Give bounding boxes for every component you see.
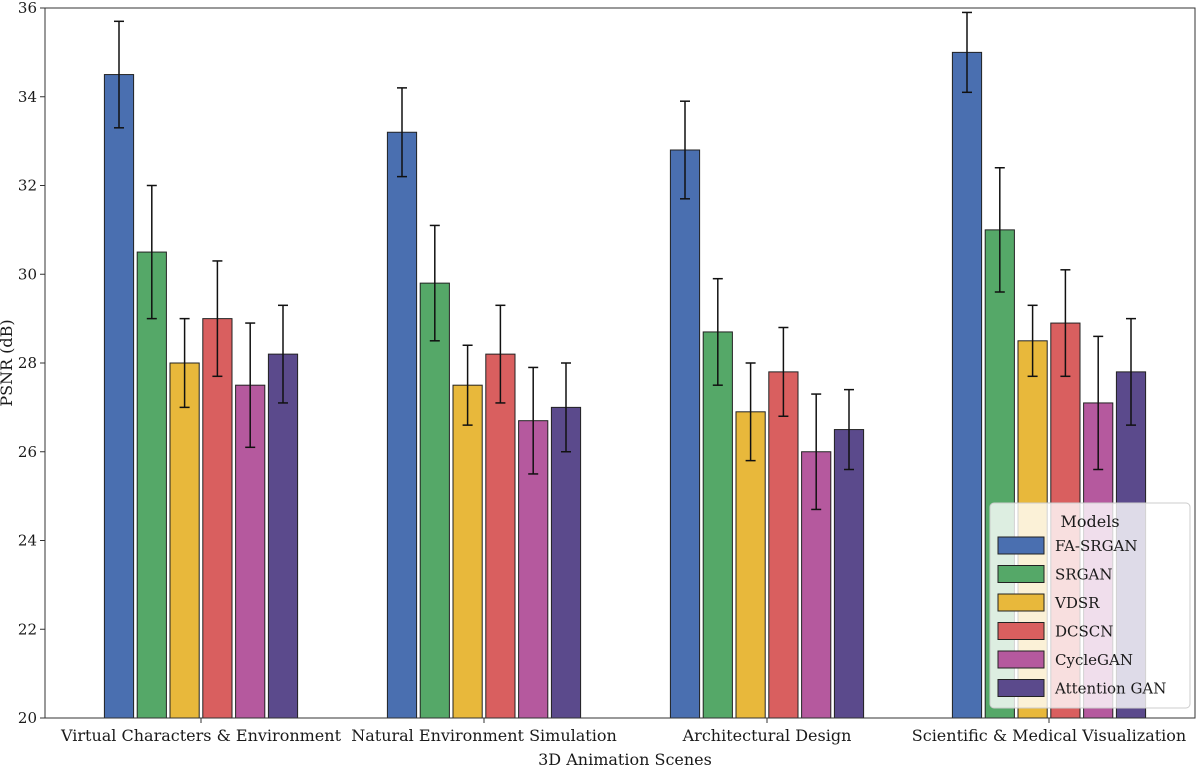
y-tick-label: 20 (18, 709, 37, 727)
bar-cyclegan-2 (801, 451, 832, 719)
bar-attention-gan-2 (833, 429, 865, 719)
bar-vdsr-0 (169, 362, 200, 719)
legend-swatch (997, 565, 1045, 583)
legend-swatch (997, 650, 1045, 669)
legend-label: FA-SRGAN (1055, 537, 1138, 555)
legend-label: DCSCN (1055, 623, 1113, 641)
legend-label: CycleGAN (1055, 651, 1133, 669)
y-tick-label: 28 (18, 354, 37, 372)
y-tick-label: 32 (18, 177, 37, 195)
legend: Models FA-SRGAN SRGAN VDSR DCSCN CycleGAN Att… (989, 502, 1191, 709)
legend-swatch (997, 679, 1045, 697)
x-tick-label: Architectural Design (682, 726, 852, 745)
legend-swatch (997, 536, 1045, 555)
bar-fa-srgan-3 (951, 51, 983, 719)
x-axis: Virtual Characters & Environment Natural … (60, 718, 1186, 745)
legend-label: VDSR (1054, 594, 1100, 612)
x-axis-title: 3D Animation Scenes (538, 750, 712, 768)
y-tick-label: 26 (18, 443, 37, 461)
y-axis: 20 22 24 26 28 30 32 34 36 (18, 0, 45, 727)
y-tick-label: 24 (18, 532, 37, 550)
error-bars-layer (114, 11, 1136, 511)
bar-fa-srgan-2 (669, 149, 701, 719)
bar-dcscn-0 (202, 318, 233, 719)
bar-fa-srgan-0 (103, 74, 135, 719)
y-tick-label: 30 (18, 265, 37, 283)
legend-label: SRGAN (1055, 566, 1113, 584)
y-axis-title: PSNR (dB) (0, 319, 16, 406)
y-tick-label: 36 (18, 0, 37, 17)
legend-swatch (997, 622, 1045, 640)
bar-srgan-0 (136, 251, 167, 719)
legend-label: Attention GAN (1054, 680, 1166, 698)
x-tick-label: Scientific & Medical Visualization (912, 726, 1186, 745)
x-tick-label: Virtual Characters & Environment (60, 726, 342, 745)
x-tick-label: Natural Environment Simulation (351, 726, 617, 745)
bar-attention-gan-0 (267, 353, 299, 719)
bar-vdsr-1 (452, 384, 483, 719)
bar-attention-gan-1 (550, 406, 582, 719)
bar-dcscn-1 (485, 353, 516, 719)
y-tick-label: 22 (18, 620, 37, 638)
bar-dcscn-2 (768, 371, 799, 719)
bar-fa-srgan-1 (386, 131, 418, 719)
bar-srgan-2 (702, 331, 733, 719)
legend-title: Models (1060, 512, 1119, 531)
bars-layer (103, 51, 1147, 719)
y-tick-label: 34 (18, 88, 37, 106)
bar-srgan-1 (419, 282, 450, 719)
legend-swatch (997, 593, 1045, 612)
